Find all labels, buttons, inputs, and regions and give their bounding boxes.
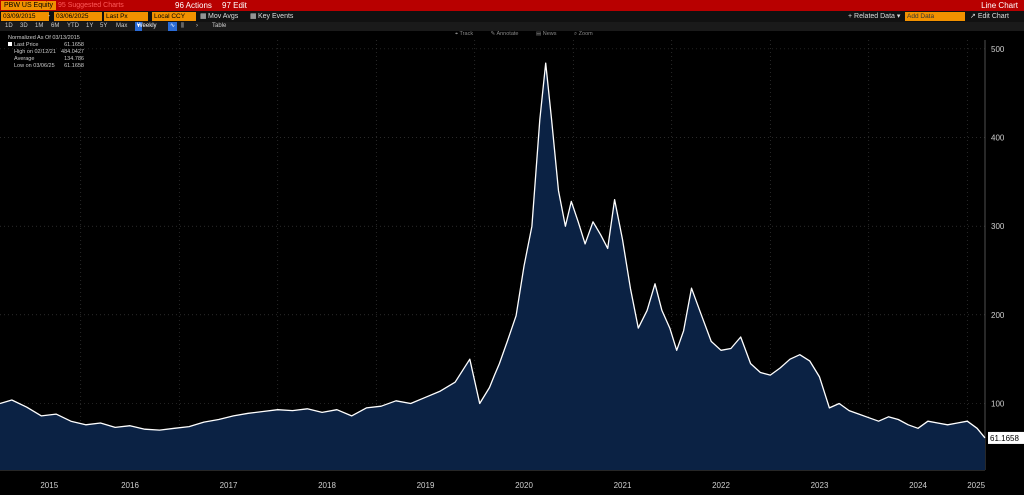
x-tick-label: 2023 (811, 481, 829, 490)
line-style-icon[interactable]: ∿ (168, 22, 178, 31)
range-1m[interactable]: 1M (35, 23, 44, 29)
range-5y[interactable]: 5Y (100, 23, 108, 29)
range-1y[interactable]: 1Y (86, 23, 94, 29)
frequency-select[interactable]: Weekly ▾ (135, 22, 157, 31)
legend-row-high: High on 02/12/21 484.0427 (8, 49, 84, 56)
zoom-label: Zoom (578, 31, 593, 37)
legend-value-last: 61.1658 (64, 42, 84, 48)
bar-style-icon[interactable]: ⫼ (181, 23, 184, 29)
mov-avgs-icon: ▦ (200, 13, 207, 20)
x-tick-label: 2022 (712, 481, 730, 490)
x-tick-label: 2021 (614, 481, 632, 490)
legend-label-average: Average (14, 56, 35, 62)
range-ytd[interactable]: YTD (67, 23, 79, 29)
title-bar: PBW US Equity 95 Suggested Charts 96 Act… (0, 0, 1024, 11)
y-tick-label: 200 (991, 311, 1005, 320)
legend-row-low: Low on 03/06/25 61.1658 (8, 63, 84, 70)
legend-label-high: High on 02/12/21 (14, 49, 56, 55)
range-bar: 1D 3D 1M 6M YTD 1Y 5Y Max Weekly ▾ ∿ ⫼ ›… (0, 22, 1024, 31)
range-max[interactable]: Max (116, 23, 128, 29)
y-tick-label: 100 (991, 400, 1005, 409)
range-3d[interactable]: 3D (20, 23, 28, 29)
last-value-box (988, 431, 1024, 444)
legend-value-low: 61.1658 (64, 63, 84, 69)
table-button[interactable]: Table (212, 23, 227, 29)
track-label: Track (459, 31, 474, 37)
y-tick-label: 300 (991, 222, 1005, 231)
start-date-field[interactable]: 03/09/2015 (1, 12, 49, 21)
mov-avgs-button[interactable]: Mov Avgs (208, 13, 239, 20)
y-tick-label: 500 (991, 45, 1005, 54)
x-tick-label: 2016 (121, 481, 139, 490)
chart-settings-bar: 03/09/2015 - 03/06/2025 Last Px Local CC… (0, 11, 1024, 22)
date-separator: - (48, 13, 51, 20)
x-tick-label: 2020 (515, 481, 533, 490)
more-icon[interactable]: › (196, 23, 198, 29)
legend-label-low: Low on 03/06/25 (14, 63, 55, 69)
suggested-charts-menu[interactable]: 95 Suggested Charts (58, 2, 124, 9)
x-tick-label: 2017 (220, 481, 238, 490)
edit-chart-button[interactable]: ↗ Edit Chart (970, 13, 1009, 20)
actions-menu[interactable]: 96 Actions (175, 1, 212, 10)
security-field[interactable]: PBW US Equity (1, 1, 57, 10)
chart-type-title: Line Chart (981, 1, 1018, 10)
key-events-button[interactable]: Key Events (258, 13, 294, 20)
last-value-label: 61.1658 (990, 434, 1019, 443)
zoom-tool[interactable]: ⌕ Zoom (574, 31, 593, 37)
legend-row-last: Last Price 61.1658 (8, 42, 84, 49)
price-line (0, 62, 986, 439)
edit-chart-label: Edit Chart (977, 13, 1009, 20)
news-tool[interactable]: ▤ News (536, 31, 557, 37)
x-tick-label: 2015 (40, 481, 58, 490)
x-tick-label: 2024 (909, 481, 927, 490)
currency-select[interactable]: Local CCY (152, 12, 196, 21)
frequency-label: Weekly (137, 23, 157, 29)
x-tick-label: 2025 (967, 481, 985, 490)
chart-legend: Normalized As Of 03/13/2015 Last Price 6… (8, 35, 84, 70)
end-date-field[interactable]: 03/06/2025 (54, 12, 102, 21)
range-6m[interactable]: 6M (51, 23, 60, 29)
edit-menu[interactable]: 97 Edit (222, 1, 247, 10)
legend-value-average: 134.786 (64, 56, 84, 62)
legend-label-last: Last Price (14, 42, 39, 48)
range-1d[interactable]: 1D (5, 23, 13, 29)
price-area (0, 63, 985, 470)
legend-row-average: Average 134.786 (8, 56, 84, 63)
legend-title: Normalized As Of 03/13/2015 (8, 35, 80, 41)
chart-tools: ⌖ Track ✎ Annotate ▤ News ⌕ Zoom (455, 31, 609, 38)
track-tool[interactable]: ⌖ Track (455, 31, 474, 37)
key-events-icon: ▦ (250, 13, 257, 20)
y-tick-label: 400 (991, 134, 1005, 143)
annotate-label: Annotate (496, 31, 519, 37)
price-field-select[interactable]: Last Px (104, 12, 148, 21)
related-data-label: Related Data (854, 13, 895, 20)
legend-value-high: 484.0427 (61, 49, 84, 55)
legend-swatch (8, 42, 12, 46)
related-data-button[interactable]: + Related Data ▾ (848, 13, 901, 20)
annotate-tool[interactable]: ✎ Annotate (490, 31, 519, 37)
news-label: News (542, 31, 557, 37)
x-tick-label: 2018 (318, 481, 336, 490)
add-data-field[interactable]: Add Data (905, 12, 965, 21)
x-tick-label: 2019 (417, 481, 435, 490)
